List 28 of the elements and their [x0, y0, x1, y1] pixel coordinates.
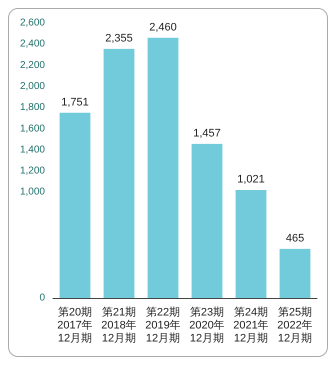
x-tick-label: 第22期 2019年 12月期 [145, 306, 181, 344]
x-tick-label: 第25期 2022年 12月期 [277, 306, 313, 344]
x-tick-label: 第24期 2021年 12月期 [233, 306, 269, 344]
x-tick-label: 第21期 2018年 12月期 [101, 306, 137, 344]
data-label: 1,751 [61, 96, 89, 108]
x-tick-label: 第20期 2017年 12月期 [57, 306, 93, 344]
y-tick-label: 1,400 [20, 144, 46, 156]
x-tick-label: 第23期 2020年 12月期 [189, 306, 225, 344]
bar [104, 48, 134, 298]
y-tick-label: 1,800 [20, 102, 46, 114]
y-tick-label: 2,000 [20, 80, 46, 92]
y-tick-label: 2,200 [20, 60, 46, 71]
data-label: 2,355 [105, 32, 133, 44]
bar [148, 38, 178, 298]
data-label: 1,457 [193, 127, 221, 140]
bar [236, 190, 266, 298]
data-label: 465 [286, 232, 304, 244]
y-tick-label: 2,600 [20, 18, 46, 28]
bar [60, 112, 90, 298]
y-tick-label: 1,200 [20, 166, 46, 177]
y-tick-label: 1,000 [20, 186, 46, 198]
bar [280, 248, 310, 298]
data-label: 2,460 [149, 21, 177, 34]
y-tick-label: 1,600 [20, 123, 46, 134]
y-tick-label: 0 [39, 292, 46, 304]
data-label: 1,021 [237, 174, 265, 186]
bar [192, 144, 222, 298]
y-tick-label: 2,400 [20, 38, 46, 50]
